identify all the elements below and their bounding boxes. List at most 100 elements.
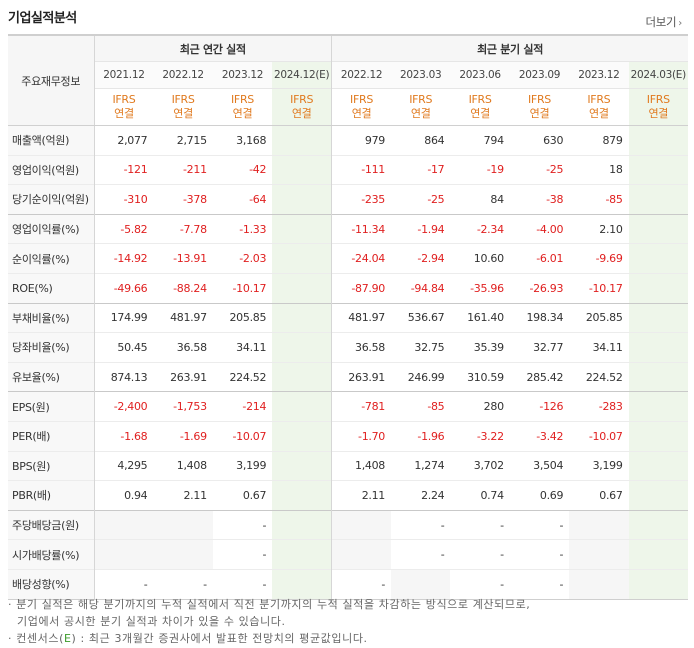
table-cell: -310 <box>93 184 154 215</box>
note-line-2: 기업에서 공시한 분기 실적과 차이가 있을 수 있습니다. <box>17 615 286 628</box>
basis-header: IFRS 연결 <box>509 88 570 126</box>
table-cell: 481.97 <box>331 302 391 333</box>
table-cell: -42 <box>212 154 273 185</box>
period-header: 2024.03(E) <box>628 61 688 89</box>
table-cell: 2.24 <box>391 480 451 511</box>
table-cell: 35.39 <box>450 332 510 363</box>
table-cell: -38 <box>509 184 570 215</box>
table-cell: 1,408 <box>331 450 391 481</box>
table-row: 배당성향(%) - - - - - - <box>8 568 688 600</box>
table-cell: 0.67 <box>212 480 273 511</box>
table-cell: -2.94 <box>391 243 451 274</box>
period-header: 2023.12 <box>569 61 629 89</box>
table-cell: 263.91 <box>331 361 391 392</box>
table-row: BPS(원) 4,295 1,408 3,199 1,408 1,274 3,702 3,50… <box>8 450 688 481</box>
row-label: 부채비율(%) <box>8 302 94 333</box>
table-row: 매출액(억원) 2,077 2,715 3,168 979 864 794 630 879 <box>8 125 688 156</box>
table-cell: 50.45 <box>93 332 154 363</box>
table-cell: 198.34 <box>509 302 570 333</box>
table-cell: - <box>509 568 570 600</box>
table-cell <box>272 125 332 156</box>
table-cell: 1,408 <box>153 450 213 481</box>
row-label: 배당성향(%) <box>8 568 94 600</box>
row-label: 유보율(%) <box>8 361 94 392</box>
table-cell: 34.11 <box>212 332 273 363</box>
table-cell: -88.24 <box>153 272 213 304</box>
basis-header: IFRS 연결 <box>628 88 688 126</box>
table-cell: 1,274 <box>391 450 451 481</box>
table-cell <box>569 539 629 570</box>
basis-header: IFRS 연결 <box>391 88 451 126</box>
table-cell: - <box>450 509 510 540</box>
table-cell: -2.34 <box>450 213 510 244</box>
table-cell: 10.60 <box>450 243 510 274</box>
basis-consolidated: 연결 <box>648 107 669 120</box>
table-cell: 0.69 <box>509 480 570 511</box>
basis-ifrs: IFRS <box>290 93 314 106</box>
table-cell: 18 <box>569 154 629 185</box>
table-cell <box>272 184 332 215</box>
table-cell <box>272 568 332 600</box>
table-cell: 280 <box>450 391 510 422</box>
table-cell: - <box>509 509 570 540</box>
basis-ifrs: IFRS <box>171 93 195 106</box>
table-cell: -85 <box>391 391 451 422</box>
table-row: ROE(%) -49.66 -88.24 -10.17 -87.90 -94.84 -35.… <box>8 272 688 304</box>
table-cell: 285.42 <box>509 361 570 392</box>
table-cell: -94.84 <box>391 272 451 304</box>
table-cell <box>272 539 332 570</box>
basis-consolidated: 연결 <box>589 107 609 120</box>
table-cell: 84 <box>450 184 510 215</box>
table-cell: -85 <box>569 184 629 215</box>
basis-ifrs: IFRS <box>468 93 492 106</box>
table-cell: -13.91 <box>153 243 213 274</box>
table-row: 당좌비율(%) 50.45 36.58 34.11 36.58 32.75 35.39 32.… <box>8 332 688 363</box>
table-cell: - <box>212 509 273 540</box>
table-cell: 34.11 <box>569 332 629 363</box>
basis-consolidated: 연결 <box>114 107 134 120</box>
table-cell: -10.17 <box>569 272 629 304</box>
period-header: 2023.06 <box>450 61 510 89</box>
table-cell <box>272 480 332 511</box>
table-cell <box>153 539 213 570</box>
table-cell: 481.97 <box>153 302 213 333</box>
table-cell <box>153 509 213 540</box>
table-cell <box>331 509 391 540</box>
period-header: 2023.09 <box>509 61 570 89</box>
basis-header: IFRS 연결 <box>93 88 154 126</box>
table-cell: -35.96 <box>450 272 510 304</box>
table-row: 부채비율(%) 174.99 481.97 205.85 481.97 536.67 161… <box>8 302 688 333</box>
table-cell <box>272 243 332 274</box>
table-cell: -3.42 <box>509 420 570 452</box>
table-cell: - <box>391 539 451 570</box>
table-cell: -49.66 <box>93 272 154 304</box>
table-cell: 2,715 <box>153 125 213 156</box>
table-cell: - <box>212 568 273 600</box>
period-header: 2023.12 <box>212 61 273 89</box>
table-row: EPS(원) -2,400 -1,753 -214 -781 -85 280 -126 -283 <box>8 391 688 422</box>
table-cell: 630 <box>509 125 570 156</box>
row-label: 시가배당률(%) <box>8 539 94 570</box>
table-cell: 3,199 <box>212 450 273 481</box>
table-cell: 2,077 <box>93 125 154 156</box>
table-cell: -25 <box>509 154 570 185</box>
table-cell: 4,295 <box>93 450 154 481</box>
row-label: 영업이익률(%) <box>8 213 94 244</box>
row-header-label: 주요재무정보 <box>8 34 94 126</box>
table-cell: - <box>153 568 213 600</box>
table-cell: -87.90 <box>331 272 391 304</box>
table-cell: -2,400 <box>93 391 154 422</box>
table-cell: 3,168 <box>212 125 273 156</box>
table-cell: -1.70 <box>331 420 391 452</box>
basis-header: IFRS 연결 <box>450 88 510 126</box>
table-cell <box>272 213 332 244</box>
more-link[interactable]: 더보기 › <box>645 14 682 30</box>
table-cell: 246.99 <box>391 361 451 392</box>
table-cell <box>391 568 451 600</box>
table-cell: 794 <box>450 125 510 156</box>
table-cell: 979 <box>331 125 391 156</box>
table-cell <box>628 272 688 304</box>
table-cell: -378 <box>153 184 213 215</box>
table-cell: -111 <box>331 154 391 185</box>
table-row: 당기순이익(억원) -310 -378 -64 -235 -25 84 -38 -85 <box>8 184 688 215</box>
